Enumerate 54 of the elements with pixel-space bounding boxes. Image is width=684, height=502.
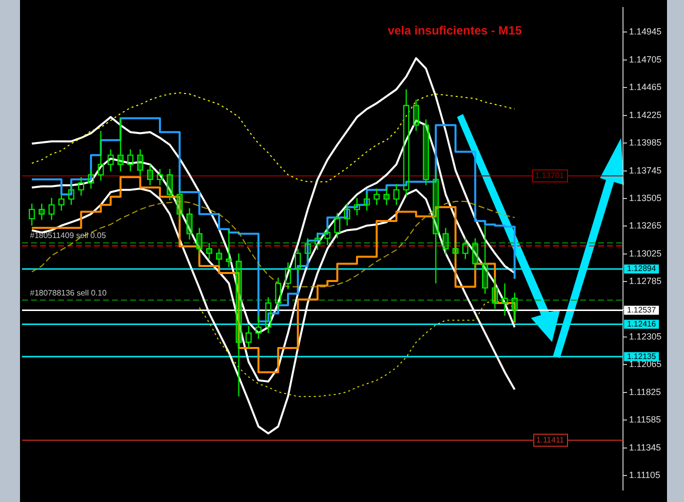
candlestick <box>354 197 360 216</box>
candlestick <box>314 232 321 250</box>
y-tick-label: 1.13505 <box>629 192 662 203</box>
candlestick <box>28 203 35 226</box>
y-tick-label: 1.14945 <box>629 26 662 37</box>
candlestick <box>374 188 380 206</box>
ref-line-label: 1.12537 <box>627 305 656 314</box>
text: vela insuficientes - M15 <box>388 23 522 38</box>
ref-line-label: 1.12135 <box>627 352 656 361</box>
candlestick <box>265 296 272 334</box>
line-series <box>31 92 516 182</box>
candlestick <box>48 197 55 220</box>
candlestick <box>462 238 468 260</box>
y-tick-label: 1.14225 <box>629 110 662 120</box>
ref-line-label: 1.13701 <box>535 171 565 180</box>
y-tick-label: 1.12785 <box>629 276 662 286</box>
candlestick <box>275 276 282 310</box>
y-tick-label: 1.14465 <box>629 82 662 92</box>
candlestick <box>502 282 508 316</box>
y-tick-label: 1.11585 <box>629 414 661 425</box>
y-tick-label: 1.11345 <box>629 442 661 452</box>
y-tick-label: 1.13025 <box>629 248 662 258</box>
y-tick-label: 1.12305 <box>629 332 662 342</box>
candlestick <box>78 176 84 196</box>
candlestick <box>403 88 410 196</box>
y-tick-label: 1.11105 <box>629 470 660 480</box>
candlestick <box>364 192 370 212</box>
candlestick <box>127 148 134 172</box>
candlestick <box>344 203 350 226</box>
ref-line-label: #180511409 sell 0.05 <box>30 231 106 240</box>
candlestick <box>88 168 94 190</box>
candlestick <box>108 148 114 172</box>
candlestick <box>334 212 340 239</box>
candlestick <box>156 168 163 186</box>
candlestick <box>68 183 74 206</box>
y-tick-label: 1.13985 <box>629 138 662 148</box>
candlestick <box>294 248 301 275</box>
ref-line-label: 1.12416 <box>627 319 656 328</box>
candlestick <box>393 183 400 206</box>
y-tick-label: 1.11825 <box>629 386 661 397</box>
candlestick <box>246 325 252 349</box>
candlestick <box>58 192 64 212</box>
candlestick <box>324 225 330 246</box>
y-tick-label: 1.13265 <box>629 220 662 231</box>
ref-line-label: 1.11411 <box>536 435 565 444</box>
candlestick <box>304 238 311 260</box>
ref-line-label: #180788136 sell 0.10 <box>30 288 108 298</box>
y-tick-label: 1.14705 <box>629 54 662 64</box>
candlestick <box>284 262 292 290</box>
y-tick-label: 1.13745 <box>629 165 662 176</box>
candlestick <box>255 315 262 340</box>
y-tick-label: 1.12065 <box>629 359 662 370</box>
ref-line-label: 1.12894 <box>627 264 656 274</box>
candlestick <box>98 130 104 182</box>
